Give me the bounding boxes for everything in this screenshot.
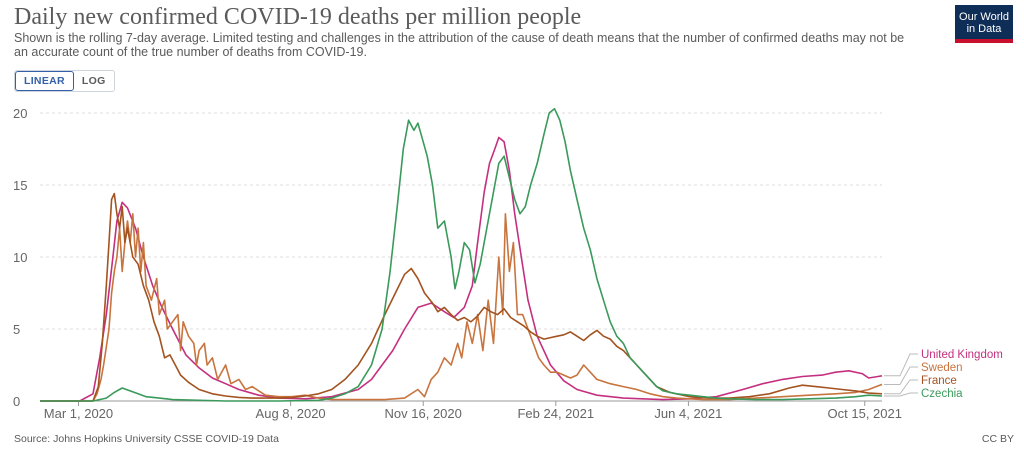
y-tick-label: 0 <box>13 394 20 409</box>
y-tick-label: 15 <box>13 178 27 193</box>
gridlines <box>40 112 882 330</box>
france-legend-connector <box>884 379 918 395</box>
x-tick-label: Nov 16, 2020 <box>385 406 462 421</box>
x-tick-label: Mar 1, 2020 <box>44 406 113 421</box>
united-kingdom-legend-connector <box>884 353 918 377</box>
axes: 0 5 10 15 20 Mar 1, 2020 Aug 8, 2020 Nov 16, 20… <box>13 106 902 421</box>
x-tick-label: Aug 8, 2020 <box>256 406 326 421</box>
sweden-legend-connector <box>884 366 918 385</box>
y-tick-label: 20 <box>13 106 27 121</box>
scale-toggle: LINEAR LOG <box>14 70 115 92</box>
legend-label-united-kingdom[interactable]: United Kingdom <box>921 349 1003 361</box>
source-note: Source: Johns Hopkins University CSSE CO… <box>14 433 279 445</box>
log-scale-button[interactable]: LOG <box>81 75 106 87</box>
x-tick-label: Jun 4, 2021 <box>654 406 722 421</box>
legend-label-sweden[interactable]: Sweden <box>921 362 963 374</box>
czechia-legend-connector <box>884 392 918 397</box>
czechia-line[interactable] <box>40 107 883 402</box>
y-tick-label: 5 <box>13 322 20 337</box>
legend-label-france[interactable]: France <box>921 375 957 387</box>
sweden-line[interactable] <box>40 213 883 402</box>
logo-line-1: Our World <box>959 11 1009 23</box>
x-tick-label: Feb 24, 2021 <box>517 406 594 421</box>
logo-line-2: in Data <box>966 23 1002 35</box>
chart-title: Daily new confirmed COVID-19 deaths per … <box>14 4 582 30</box>
chart-subtitle: Shown is the rolling 7-day average. Limi… <box>14 31 905 59</box>
owid-logo[interactable]: Our World in Data <box>955 5 1013 43</box>
united-kingdom-line[interactable] <box>40 136 883 402</box>
legend-label-czechia[interactable]: Czechia <box>921 388 963 400</box>
y-tick-label: 10 <box>13 250 27 265</box>
x-tick-label: Oct 15, 2021 <box>828 406 902 421</box>
series-lines <box>40 107 883 402</box>
license-link[interactable]: CC BY <box>981 433 1014 445</box>
france-line[interactable] <box>40 192 883 402</box>
linear-scale-button[interactable]: LINEAR <box>15 71 74 91</box>
